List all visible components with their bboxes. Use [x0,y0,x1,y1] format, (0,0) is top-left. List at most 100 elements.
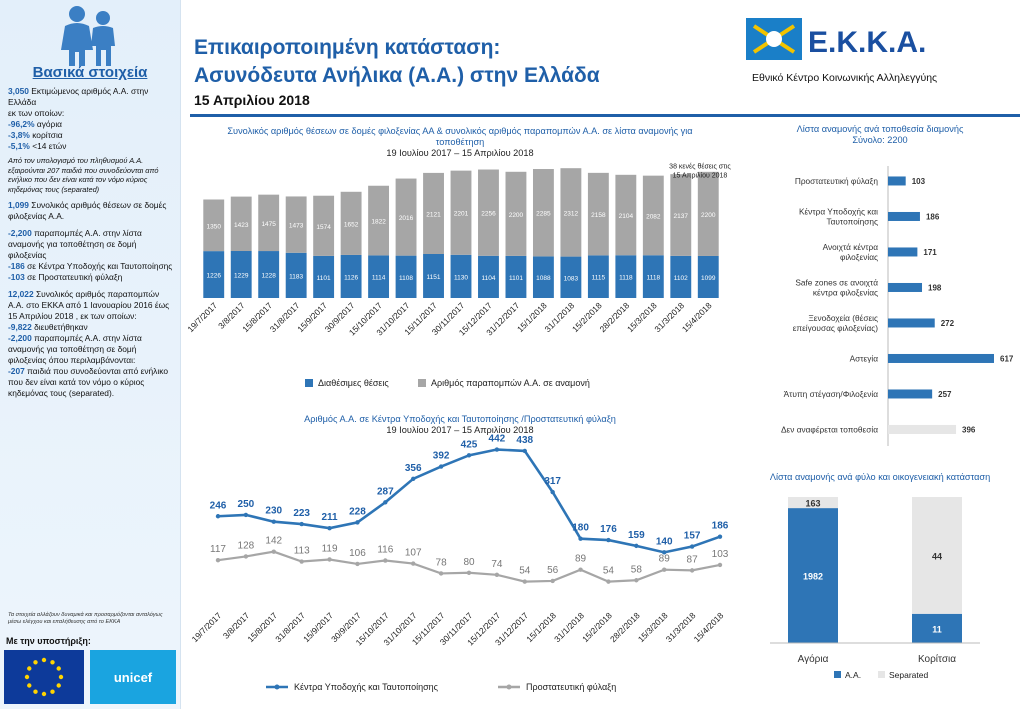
data-label: 89 [659,554,671,565]
data-label: 425 [461,439,478,450]
bar-label: 396 [962,425,976,434]
bar-waiting [230,196,252,252]
bar-waiting [587,172,609,256]
bar-label: 1151 [427,274,441,281]
stat-note: Από τον υπολογισμό του πληθυσμού Α.Α. εξ… [8,156,159,194]
data-label: 54 [519,566,531,577]
stat-num: -2,200 [8,333,32,343]
bar-label: 1475 [261,221,276,228]
legend-label: Αριθμός παραπομπών Α.Α. σε αναμονή [431,378,590,388]
bar-label: 272 [941,319,955,328]
bar-available [258,251,280,298]
data-point [662,550,667,555]
data-point [383,558,388,563]
chart1-title: Συνολικός αριθμός θέσεων σε δομές φιλοξε… [220,126,700,159]
bar-available [560,256,582,298]
sidebar-note: Τα στοιχεία αλλάζουν δυναμικά και προσαρ… [8,612,163,625]
page-title: Επικαιροποιημένη κατάσταση: Ασυνόδευτα Α… [194,34,600,90]
bar-label: 1118 [647,275,661,282]
hbar [888,353,994,363]
bar-separated [912,497,962,614]
data-point [717,534,723,539]
bar-waiting [395,178,417,256]
ekka-logo: Ε.Κ.Κ.Α. [746,18,926,60]
data-point [299,559,304,564]
hbar [888,176,906,186]
stat-num: -9,822 [8,322,32,332]
bar-label: 103 [912,177,926,186]
chart4-title-text: Λίστα αναμονής ανά φύλο και οικογενειακή… [769,472,991,482]
stat-num: -96,2% [8,119,35,129]
stat-referrals: 12,022 Συνολικός αριθμός παραπομπών Α.Α.… [8,289,174,399]
bar-label: 1102 [674,275,688,282]
stat-num: -3,8% [8,130,30,140]
bar-label: 1101 [317,275,331,282]
legend-swatch [878,671,885,678]
x-tick-label: Αγόρια [798,653,829,665]
bar-available [285,252,307,298]
category-label: Προστατευτική φύλαξη [795,176,879,186]
bar-waiting [670,174,692,256]
data-label: 128 [238,540,255,551]
bar-available [450,254,472,298]
stat-text: αγόρια [34,119,63,129]
data-point [271,549,276,554]
bar-label: 2158 [591,212,606,219]
legend-label: Προστατευτική φύλαξη [526,682,616,692]
bar-available [313,255,335,298]
bar-label: 1115 [592,275,606,282]
children-icon [61,6,115,66]
bar-available [230,251,252,298]
data-label: 74 [491,559,503,570]
stat-text: παραπομπές Α.Α. στην λίστα αναμονής για … [8,228,142,260]
data-point [243,554,249,559]
legend-swatch [305,379,313,387]
data-label: 80 [463,557,475,568]
stat-num: 3,050 [8,86,29,96]
bar-waiting [532,169,554,257]
bar-label: 1104 [481,275,495,282]
bar-label: 2285 [536,211,551,218]
data-label: 56 [547,565,559,576]
bar-label: 2016 [399,215,414,222]
category-label: Ξενοδοχεία (θέσεις επείγουσας φιλοξενίας) [793,313,879,333]
data-label: 438 [516,435,533,446]
bar-label: 2082 [646,213,661,220]
data-point [606,537,611,543]
category-label: Δεν αναφέρεται τοποθεσία [781,424,878,434]
data-point [215,514,221,519]
bar-label: 2201 [454,211,469,218]
data-label: 58 [631,564,643,575]
data-point [606,579,611,584]
bar-available [478,255,499,298]
bar-label: 1982 [803,572,823,582]
bar-label: 2256 [481,211,496,218]
data-point [578,536,583,541]
data-point [689,544,695,549]
category-label: Αστεγία [850,353,879,363]
bar-waiting [423,172,444,254]
data-point [662,567,667,572]
data-label: 180 [572,523,589,534]
bar-label: 2200 [509,212,524,219]
data-point [550,489,555,495]
unicef-logo: unicef [90,650,176,704]
bar-waiting [478,169,499,256]
bar-waiting [642,175,664,256]
bar-label: 198 [928,283,942,292]
data-point [411,561,416,566]
sidebar-text: 3,050 Εκτιμώμενος αριθμός Α.Α. στην Ελλά… [8,86,174,405]
data-label: 317 [544,476,561,487]
page-title-line: Ασυνόδευτα Ανήλικα (Α.Α.) στην Ελλάδα [194,64,600,87]
chart1-subtitle: 19 Ιουλίου 2017 – 15 Απριλίου 2018 [386,148,534,158]
data-label: 250 [238,499,255,510]
hbar [888,389,933,399]
bar-label: 1229 [234,273,249,280]
stat-text: παιδιά που συνοδεύονται από ενήλικο που … [8,366,168,398]
bar-waiting [560,168,582,257]
ekka-logo-text: Ε.Κ.Κ.Α. [808,26,926,59]
bar-label: 1574 [316,224,331,231]
bar-label: 2200 [701,212,716,219]
bar-label: 1114 [372,275,386,282]
chart1-annotation: 38 κενές θέσεις στις 15 Απριλίου 2018 [669,163,731,180]
